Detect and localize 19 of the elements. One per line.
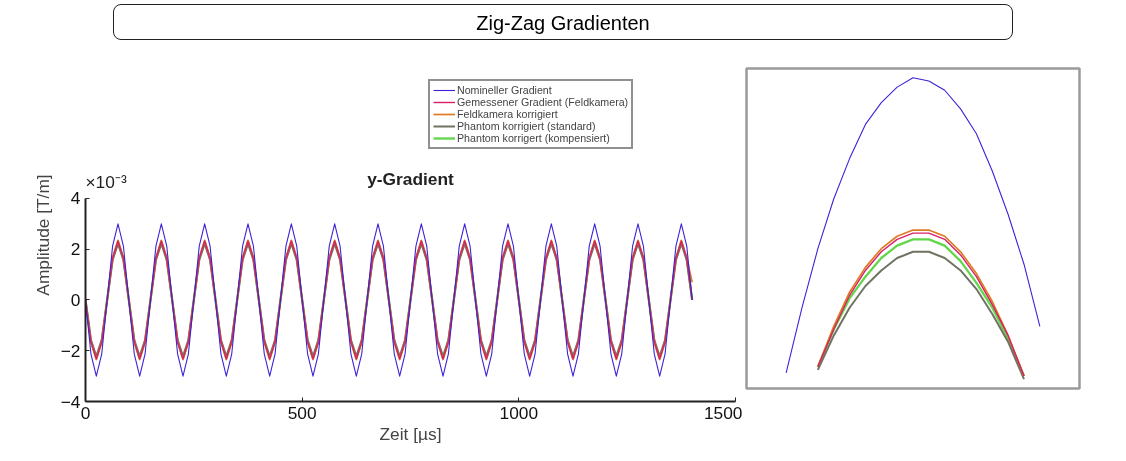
legend-label: Phantom korrigert (kompensiert) — [457, 132, 610, 144]
y-tick-label: −4 — [60, 391, 81, 412]
x-tick-label: 1000 — [499, 402, 539, 423]
x-tick-label: 1500 — [703, 402, 743, 423]
line-series — [85, 223, 693, 377]
legend-label: Phantom korrigiert (standard) — [457, 120, 596, 132]
y-axis-title: Amplitude [T/m] — [32, 174, 53, 296]
chart-title: y-Gradient — [367, 168, 455, 189]
x-tick-label: 500 — [287, 402, 317, 423]
legend-label: Gemessener Gradient (Feldkamera) — [457, 96, 629, 108]
y-tick-label: 2 — [70, 239, 81, 260]
y-tick-label: 0 — [70, 289, 81, 310]
x-axis-title: Zeit [µs] — [379, 423, 442, 444]
legend-label: Feldkamera korrigiert — [457, 108, 558, 120]
y-tick-label: 4 — [70, 188, 81, 209]
text: Zig-Zag Gradienten — [476, 11, 650, 36]
text: ×10⁻³ — [85, 171, 127, 192]
legend-label: Nomineller Gradient — [457, 84, 552, 96]
y-tick-label: −2 — [60, 340, 81, 361]
